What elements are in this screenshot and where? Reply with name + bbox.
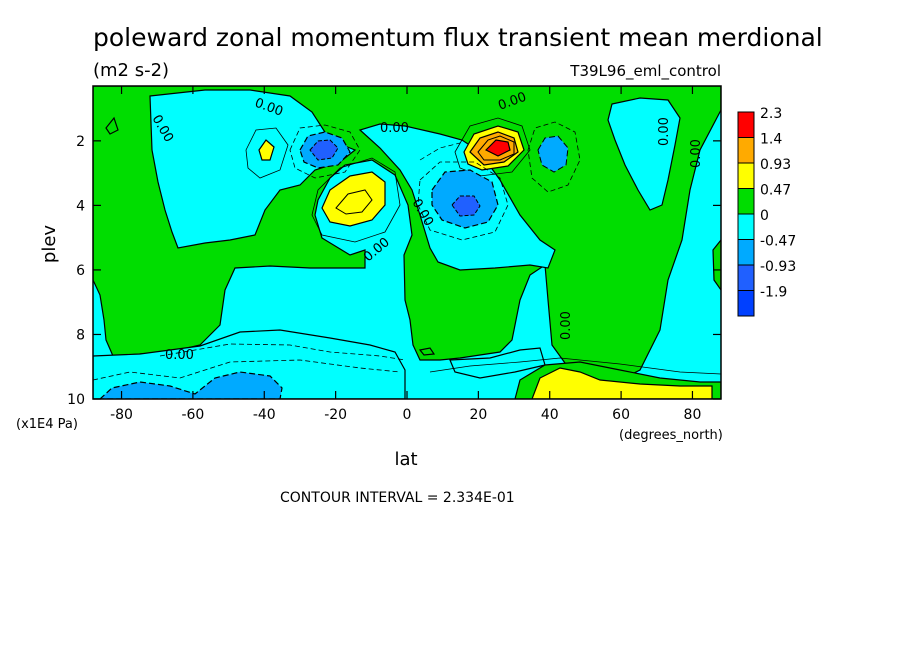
contour-nh-neg-outer — [417, 161, 509, 241]
x-tick-label: -40 — [253, 407, 276, 423]
legend-label: -0.47 — [760, 234, 796, 250]
field-positive-4-nh — [484, 139, 511, 157]
legend-swatch — [737, 213, 755, 240]
legend-swatch — [737, 188, 755, 215]
x-units: (degrees_north) — [619, 428, 723, 443]
legend-swatch — [737, 239, 755, 266]
chart-units: (m2 s-2) — [93, 60, 169, 81]
contour-small-outer — [245, 127, 289, 179]
contour-label-7: 0.00 — [165, 348, 194, 363]
legend-swatch — [737, 111, 755, 138]
field-positive-1-mid-small — [418, 347, 436, 356]
x-label: lat — [394, 449, 417, 470]
x-tick-label: 60 — [612, 407, 630, 423]
contour-sh-neg-outer — [289, 124, 361, 179]
x-tick-label: -80 — [110, 407, 133, 423]
legend-swatch — [737, 290, 755, 317]
legend-label: 0.47 — [760, 183, 791, 199]
field-negative-1d — [607, 97, 681, 211]
plot-area: 0.00 0.00 0.00 0.00 0.00 0.00 0.00 0.00 … — [93, 86, 721, 399]
legend-swatch — [737, 137, 755, 164]
field-negative-1c — [149, 89, 357, 249]
x-tick-label: -20 — [324, 407, 347, 423]
contour-label-3: 0.00 — [380, 121, 409, 136]
field-negative-2-nh40 — [537, 135, 569, 173]
y-tick-label: 2 — [76, 134, 85, 150]
contour-thin-1 — [429, 357, 721, 375]
y-tick-label: 10 — [67, 392, 85, 408]
contour-interval: CONTOUR INTERVAL = 2.334E-01 — [280, 490, 515, 506]
field-negative-3-sh — [309, 139, 339, 161]
legend-label: 1.4 — [760, 132, 782, 148]
legend-label: -1.9 — [760, 285, 787, 301]
field-positive-2-sh — [321, 171, 386, 227]
y-tick-label: 8 — [76, 327, 85, 343]
y-tick-label: 6 — [76, 263, 85, 279]
contour-sh-outer — [311, 157, 401, 243]
y-units: (x1E4 Pa) — [16, 417, 78, 432]
legend-label: 2.3 — [760, 106, 782, 122]
y-axis: 2 4 6 8 10 — [67, 134, 721, 408]
legend-label: 0.93 — [760, 157, 791, 173]
field-positive-1-left-small — [105, 116, 119, 135]
contour-label-10: 0.00 — [689, 139, 704, 168]
contour-sh-surface-dash2 — [159, 343, 406, 361]
legend-swatch — [737, 264, 755, 291]
contour-label-9: 0.00 — [657, 117, 672, 146]
dataset-label: T39L96_eml_control — [569, 62, 721, 81]
field-positive-2-surface — [531, 367, 713, 399]
legend-label: 0 — [760, 208, 769, 224]
field-negative-1e — [93, 329, 406, 399]
contour-label-8: 0.00 — [559, 311, 574, 340]
x-tick-label: -60 — [181, 407, 204, 423]
contour-sh-surface-dash — [93, 359, 401, 381]
x-tick-label: 0 — [403, 407, 412, 423]
chart-title: poleward zonal momentum flux transient m… — [93, 23, 823, 52]
field-negative-2-surface — [99, 371, 283, 399]
x-tick-label: 20 — [469, 407, 487, 423]
y-tick-label: 4 — [76, 198, 85, 214]
field-positive-2-small — [258, 139, 275, 161]
contour-sh-inner — [335, 189, 373, 215]
legend-label: -0.93 — [760, 259, 796, 275]
color-legend: 2.3 1.4 0.93 0.47 0 -0.47 -0.93 -1.9 — [737, 106, 796, 317]
contour-nh-inner — [477, 135, 515, 161]
x-tick-label: 40 — [541, 407, 559, 423]
x-axis: -80 -60 -40 -20 0 20 40 60 80 — [110, 86, 701, 423]
y-label: plev — [39, 225, 60, 264]
field-negative-3-nh — [451, 195, 481, 217]
legend-swatch — [737, 162, 755, 189]
x-tick-label: 80 — [684, 407, 702, 423]
